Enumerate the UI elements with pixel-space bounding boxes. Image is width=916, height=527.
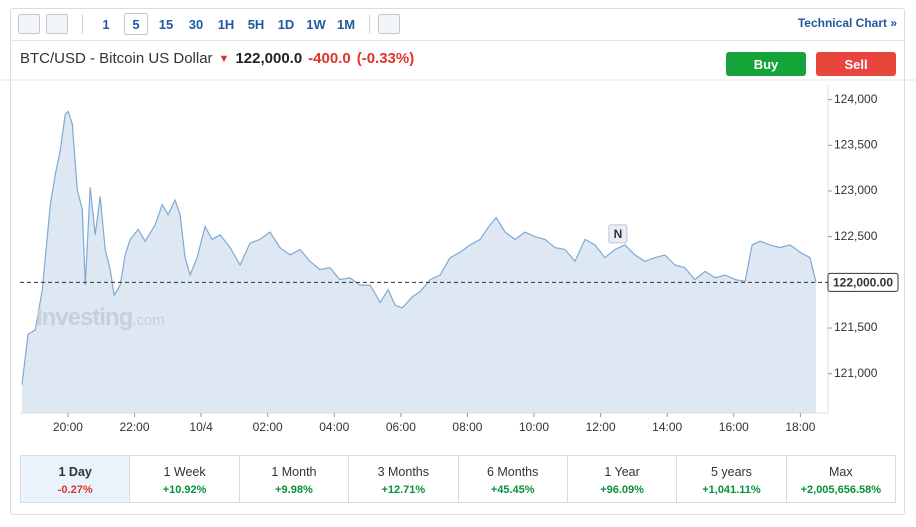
intervals: 1 5 15 30 1H 5H 1D 1W 1M <box>91 13 361 35</box>
area-fill <box>21 111 817 413</box>
price-tag-label: 122,000.00 <box>833 276 893 290</box>
x-tick-label: 10:00 <box>519 420 549 434</box>
toolbar: 1 5 15 30 1H 5H 1D 1W 1M Technical Chart » <box>10 8 905 41</box>
periods: 1 Day -0.27% 1 Week +10.92% 1 Month +9.98% 3 M… <box>20 455 896 503</box>
period[interactable]: 5 years +1,041.11% <box>676 456 785 502</box>
y-tick-label: 123,500 <box>834 137 878 151</box>
y-tick-label: 123,000 <box>834 183 878 197</box>
separator <box>369 14 370 34</box>
period-change: -0.27% <box>57 484 93 496</box>
price: 122,000.0 <box>235 50 303 67</box>
period-change: +2,005,656.58% <box>800 484 882 496</box>
y-tick-label: 121,500 <box>834 320 878 334</box>
interval[interactable]: 5 <box>124 13 148 35</box>
period-name: 1 Week <box>163 465 206 479</box>
watermark-suffix: .com <box>132 312 165 329</box>
instrument-title: BTC/USD - Bitcoin US Dollar <box>20 50 213 67</box>
period[interactable]: 1 Day -0.27% <box>21 456 130 502</box>
period-change: +1,041.11% <box>702 484 761 496</box>
x-tick-label: 20:00 <box>53 420 83 434</box>
period-name: Max <box>829 465 853 479</box>
period[interactable]: 1 Year +96.09% <box>566 456 676 502</box>
period-change: +45.45% <box>490 484 535 496</box>
chart: 121,000 121,500 122,500 123,000 123,500 124,0… <box>0 79 916 434</box>
x-tick-label: 12:00 <box>586 420 616 434</box>
frame <box>10 8 905 515</box>
news-marker-label: N <box>614 227 623 241</box>
change: -400.0 <box>308 50 351 67</box>
x-tick-label: 06:00 <box>386 420 416 434</box>
news-marker <box>608 224 628 244</box>
period[interactable]: Max +2,005,656.58% <box>785 456 895 502</box>
period-change: +12.71% <box>381 484 426 496</box>
price-line <box>21 110 817 385</box>
buy-button[interactable]: Buy <box>726 52 806 76</box>
period-name: 1 Month <box>271 465 317 479</box>
interval[interactable]: 1D <box>277 16 295 32</box>
layout-icon[interactable] <box>378 14 400 34</box>
x-tick-label: 14:00 <box>652 420 682 434</box>
change-pct: (-0.33%) <box>356 50 415 67</box>
period-name: 3 Months <box>377 465 430 479</box>
interval[interactable]: 30 <box>188 16 204 32</box>
period[interactable]: 3 Months +12.71% <box>348 456 457 502</box>
y-tick-label: 122,500 <box>834 229 878 243</box>
period[interactable]: 1 Week +10.92% <box>129 456 238 502</box>
x-tick-label: 08:00 <box>452 420 482 434</box>
period-name: 1 Year <box>604 465 640 479</box>
technical-link[interactable]: Technical Chart » <box>797 16 897 30</box>
interval[interactable]: 5H <box>247 16 265 32</box>
area-icon[interactable] <box>46 14 68 34</box>
period[interactable]: 6 Months +45.45% <box>457 456 567 502</box>
period-change: +10.92% <box>162 484 207 496</box>
interval[interactable]: 1M <box>336 16 356 32</box>
x-tick-label: 18:00 <box>785 420 815 434</box>
watermark-brand: Investing <box>36 304 133 331</box>
x-tick-label: 10/4 <box>189 420 213 434</box>
interval[interactable]: 1 <box>102 16 110 32</box>
period-change: +96.09% <box>600 484 644 496</box>
interval[interactable]: 1W <box>306 16 326 32</box>
down-arrow: ▼ <box>218 52 230 65</box>
y-tick-label: 121,000 <box>834 366 878 380</box>
x-tick-label: 02:00 <box>253 420 283 434</box>
x-tick-label: 22:00 <box>120 420 150 434</box>
interval[interactable]: 1H <box>217 16 235 32</box>
period-name: 6 Months <box>486 465 539 479</box>
interval[interactable]: 15 <box>158 16 174 32</box>
price-tag <box>827 272 899 292</box>
header: BTC/USD - Bitcoin US Dollar ▼ 122,000.0 … <box>20 50 414 67</box>
sell-button[interactable]: Sell <box>816 52 896 76</box>
period-name: 1 Day <box>58 465 92 479</box>
separator <box>82 14 83 34</box>
period-name: 5 years <box>710 465 752 479</box>
x-tick-label: 16:00 <box>719 420 749 434</box>
period[interactable]: 1 Month +9.98% <box>238 456 348 502</box>
x-tick-label: 04:00 <box>319 420 349 434</box>
watermark: Investing.com <box>36 304 165 332</box>
y-tick-label: 124,000 <box>834 92 878 106</box>
period-change: +9.98% <box>275 484 313 496</box>
candle-icon[interactable] <box>18 14 40 34</box>
